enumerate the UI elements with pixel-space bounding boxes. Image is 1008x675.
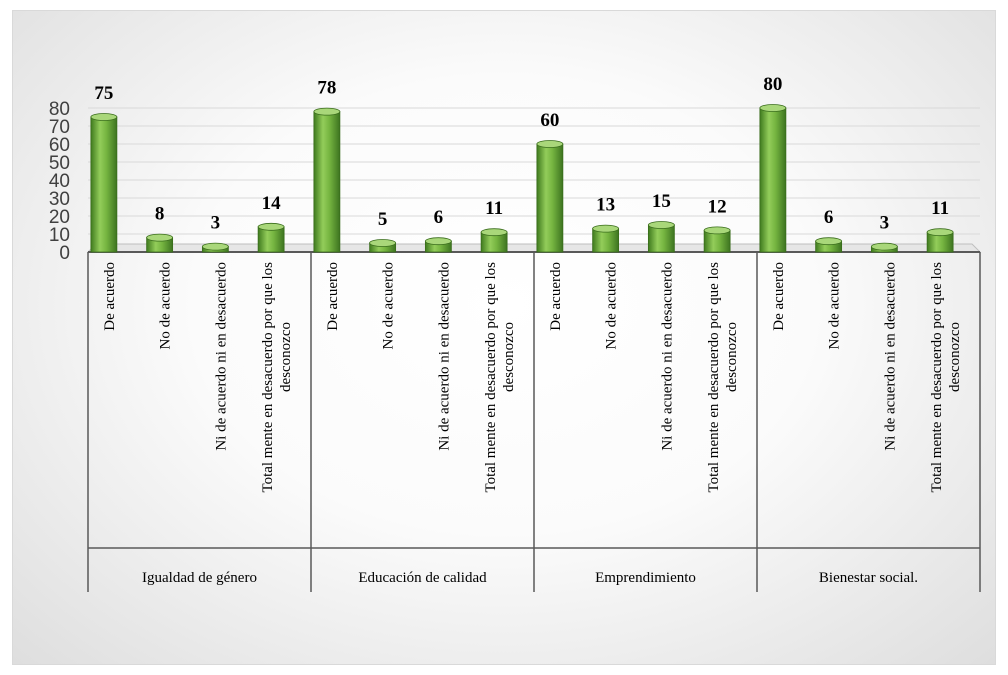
- bar: [759, 107, 787, 253]
- category-label: Total mente en desacuerdo por que los des…: [706, 262, 740, 493]
- bar-top: [480, 228, 508, 237]
- bar: [313, 111, 341, 253]
- y-tick-label: 80: [49, 99, 70, 120]
- bar-top: [313, 107, 341, 116]
- bar-top: [759, 104, 787, 112]
- bar-top: [90, 113, 118, 121]
- data-label: 11: [485, 198, 503, 219]
- bar-top: [369, 239, 397, 247]
- y-tick-label: 0: [59, 243, 70, 264]
- data-label: 5: [378, 209, 388, 230]
- category-label: De acuerdo: [102, 262, 118, 331]
- data-label: 8: [155, 204, 165, 225]
- y-tick-label: 70: [49, 117, 70, 138]
- category-label: Total mente en desacuerdo por que los des…: [260, 262, 294, 493]
- data-label: 60: [540, 110, 559, 131]
- category-label: Ni de acuerdo ni en desacuerdo: [436, 262, 452, 451]
- category-label: Ni de acuerdo ni en desacuerdo: [213, 262, 229, 451]
- bar: [90, 116, 118, 253]
- data-label: 6: [824, 207, 834, 228]
- data-label: 6: [434, 207, 444, 228]
- y-tick-label: 10: [49, 225, 70, 246]
- group-label: Bienestar social.: [819, 570, 918, 586]
- category-label: Ni de acuerdo ni en desacuerdo: [882, 262, 898, 451]
- y-tick-label: 30: [49, 189, 70, 210]
- data-label: 13: [596, 195, 615, 216]
- group-label: Igualdad de género: [142, 570, 257, 586]
- data-label: 3: [880, 213, 890, 234]
- bar-top: [536, 140, 564, 148]
- category-label: Total mente en desacuerdo por que los des…: [929, 262, 963, 493]
- data-label: 14: [262, 193, 282, 214]
- category-label: De acuerdo: [771, 262, 787, 331]
- bar: [647, 224, 675, 253]
- data-label: 75: [94, 83, 113, 104]
- category-label: No de acuerdo: [158, 262, 174, 349]
- gridlines: [86, 107, 982, 253]
- bar-top: [815, 237, 843, 246]
- bar-top: [257, 222, 285, 231]
- bar-top: [647, 221, 675, 229]
- category-label: Total mente en desacuerdo por que los des…: [483, 262, 517, 493]
- data-label: 15: [652, 191, 671, 212]
- data-label: 12: [708, 196, 727, 217]
- data-labels: 75 8 3 14 78 5 6 11 60 13 15 12 80 6 3 11: [94, 74, 949, 234]
- category-label: No de acuerdo: [381, 262, 397, 349]
- chart-area: [12, 10, 996, 665]
- bar: [536, 143, 564, 253]
- y-tick-label: 50: [49, 153, 70, 174]
- bar-top: [703, 226, 731, 235]
- category-label: No de acuerdo: [604, 262, 620, 349]
- y-tick-label: 60: [49, 135, 70, 156]
- bar-top: [926, 228, 954, 237]
- group-label: Emprendimiento: [595, 570, 696, 586]
- bar-top: [201, 242, 229, 251]
- data-label: 78: [317, 78, 336, 99]
- x-axis-group-labels: Igualdad de género Educación de calidad Em…: [142, 570, 918, 586]
- category-label: De acuerdo: [548, 262, 564, 331]
- bar-top: [592, 224, 620, 233]
- y-tick-label: 40: [49, 171, 70, 192]
- data-label: 3: [211, 213, 221, 234]
- x-axis-category-labels: De acuerdo No de acuerdo Ni de acuerdo ni …: [102, 262, 963, 493]
- bar: [257, 226, 285, 253]
- data-label: 11: [931, 198, 949, 219]
- data-label: 80: [763, 74, 782, 95]
- category-label: No de acuerdo: [827, 262, 843, 349]
- y-tick-label: 20: [49, 207, 70, 228]
- bars: [90, 104, 954, 253]
- bar-top: [870, 242, 898, 251]
- bar-top: [146, 233, 174, 242]
- group-label: Educación de calidad: [358, 570, 487, 586]
- category-label: De acuerdo: [325, 262, 341, 331]
- category-label: Ni de acuerdo ni en desacuerdo: [659, 262, 675, 451]
- bar-top: [424, 237, 452, 246]
